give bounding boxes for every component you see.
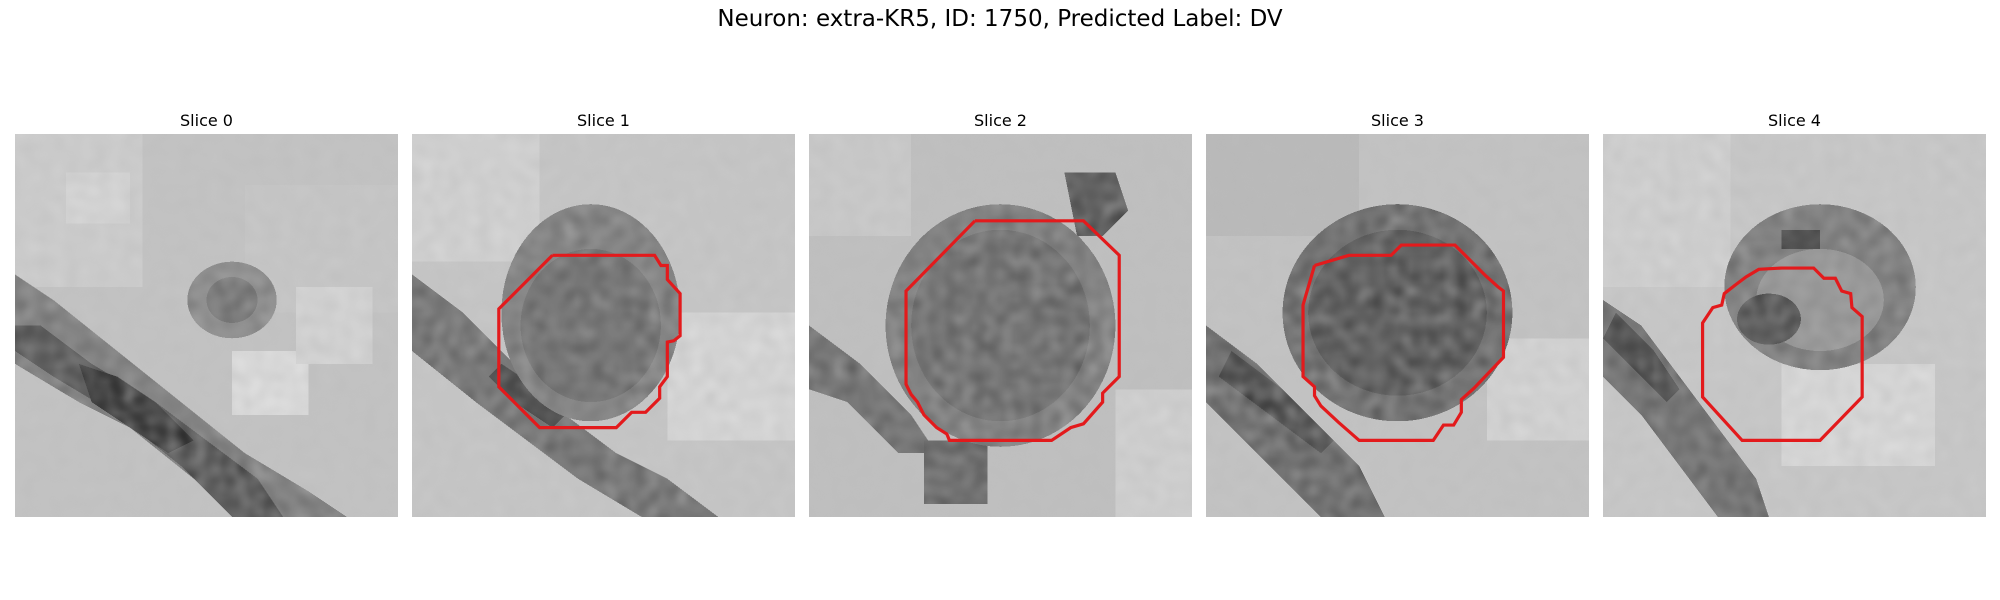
contour-2 [904, 219, 1121, 442]
slice-panel-3: Slice 3 [1206, 108, 1589, 517]
slice-image-3 [1206, 134, 1589, 517]
slice-image-2 [809, 134, 1192, 517]
slice-image-4 [1603, 134, 1986, 517]
slice-panel-4: Slice 4 [1603, 108, 1986, 517]
slice-panel-2: Slice 2 [809, 108, 1192, 517]
contour-3 [1301, 243, 1506, 442]
slice-image-1 [412, 134, 795, 517]
contour-4 [1700, 266, 1864, 442]
slice-panel-0: Slice 0 [15, 108, 398, 517]
slice-title-3: Slice 3 [1371, 111, 1424, 130]
slice-title-0: Slice 0 [180, 111, 233, 130]
slice-image-0 [15, 134, 398, 517]
slice-title-4: Slice 4 [1768, 111, 1821, 130]
slice-title-1: Slice 1 [577, 111, 630, 130]
figure-title: Neuron: extra-KR5, ID: 1750, Predicted L… [717, 6, 1283, 32]
contour-1 [497, 253, 682, 430]
slice-panel-1: Slice 1 [412, 108, 795, 517]
slice-title-2: Slice 2 [974, 111, 1027, 130]
